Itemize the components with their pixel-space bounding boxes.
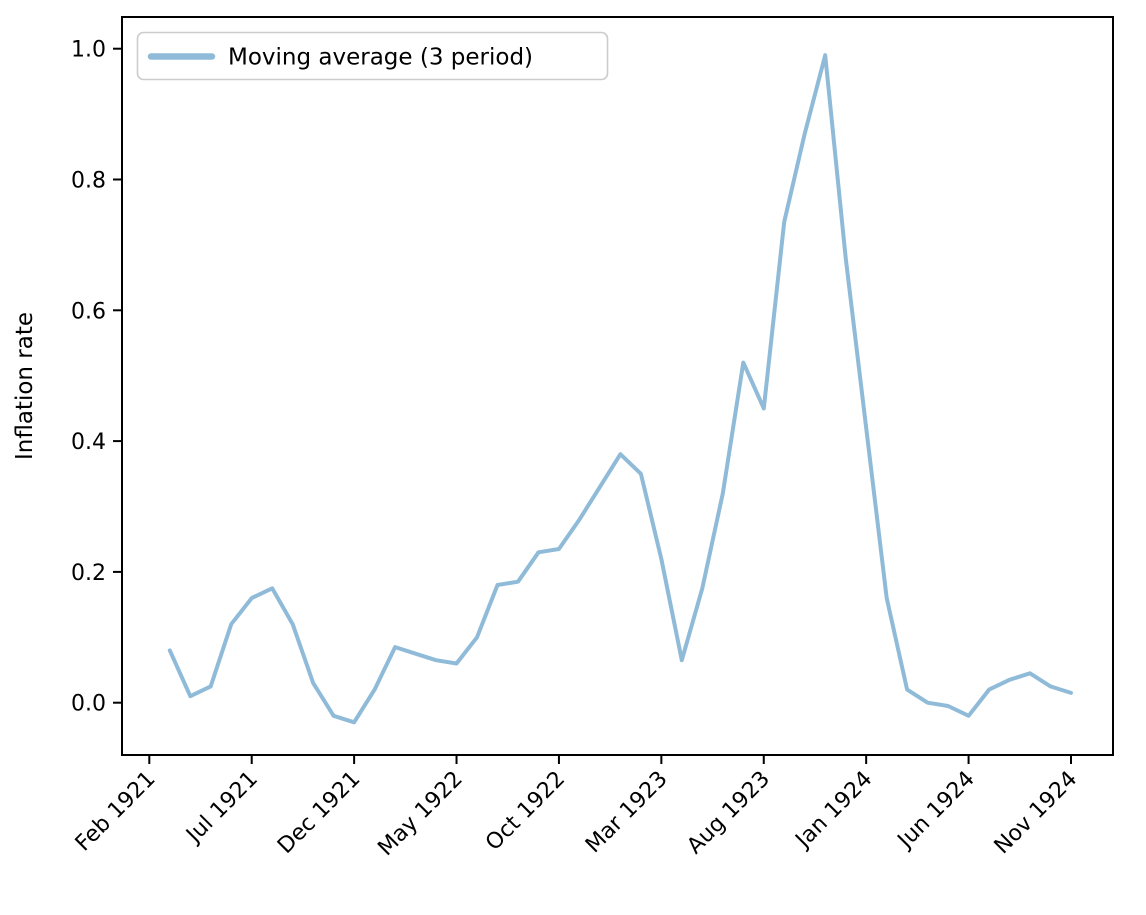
x-tick-label: Feb 1921 [71, 767, 161, 857]
x-tick-label: Nov 1924 [990, 767, 1083, 860]
legend-box [136, 31, 609, 81]
chart-dynamic-layer: 0.0 0.2 0.4 0.6 0.8 1.0 Feb 1921 Jul 1921 Dec 19… [71, 38, 1082, 861]
legend: Moving average (3 period) [136, 31, 609, 81]
y-tick-label: 0.2 [71, 561, 106, 586]
x-tick-label: Jan 1924 [790, 767, 878, 855]
legend-label: Moving average (3 period) [228, 45, 533, 71]
y-axis-title: Inflation rate [12, 312, 38, 460]
plot-frame [121, 16, 1114, 756]
y-tick-label: 0.0 [71, 692, 106, 717]
y-tick-label: 0.8 [71, 169, 106, 194]
y-tick-label: 0.6 [71, 299, 106, 324]
x-tick-label: Aug 1923 [682, 767, 775, 860]
y-tick-label: 0.4 [71, 430, 106, 455]
x-tick-label: Mar 1923 [581, 767, 673, 859]
x-tick-label: Dec 1921 [273, 767, 365, 859]
y-tick-label: 1.0 [71, 38, 106, 63]
x-tick-label: Jun 1924 [892, 767, 980, 855]
moving-average-line [167, 53, 1073, 725]
x-tick-label: Jul 1921 [181, 767, 263, 849]
x-tick-label: Oct 1922 [481, 767, 570, 856]
x-tick-label: May 1922 [373, 767, 467, 861]
